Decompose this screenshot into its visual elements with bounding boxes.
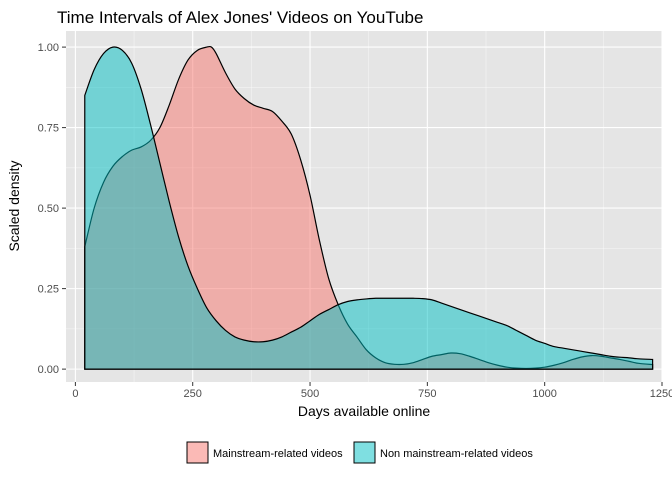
chart-title: Time Intervals of Alex Jones' Videos on … bbox=[57, 8, 423, 27]
y-axis-title: Scaled density bbox=[6, 160, 22, 251]
x-tick-label: 1250 bbox=[650, 388, 672, 400]
y-tick-label: 0.25 bbox=[38, 284, 59, 296]
legend-label-non-mainstream: Non mainstream-related videos bbox=[380, 448, 533, 460]
x-tick-label: 250 bbox=[184, 388, 202, 400]
legend-item-mainstream: Mainstream-related videos bbox=[186, 441, 343, 464]
legend-label-mainstream: Mainstream-related videos bbox=[213, 448, 343, 460]
legend-key-mainstream bbox=[186, 441, 209, 464]
legend-item-non-mainstream: Non mainstream-related videos bbox=[353, 441, 533, 464]
x-tick-label: 500 bbox=[301, 388, 319, 400]
x-tick-label: 0 bbox=[72, 388, 78, 400]
density-areas bbox=[84, 45, 654, 370]
legend: Mainstream-related videos Non mainstream… bbox=[186, 441, 533, 464]
y-tick-label: 0.50 bbox=[38, 203, 59, 215]
x-tick-label: 1000 bbox=[532, 388, 556, 400]
series-area-non-mainstream bbox=[84, 46, 654, 370]
y-tick-label: 0.75 bbox=[38, 123, 59, 135]
x-tick-label: 750 bbox=[418, 388, 436, 400]
y-tick-label: 0.00 bbox=[38, 364, 59, 376]
y-tick-label: 1.00 bbox=[38, 42, 59, 54]
x-axis-title: Days available online bbox=[298, 403, 431, 419]
legend-key-non-mainstream bbox=[353, 441, 376, 464]
axis-ticks: 0 250 500 750 1000 1250 0.00 0.25 0.50 0.75 1.00 bbox=[38, 42, 672, 400]
